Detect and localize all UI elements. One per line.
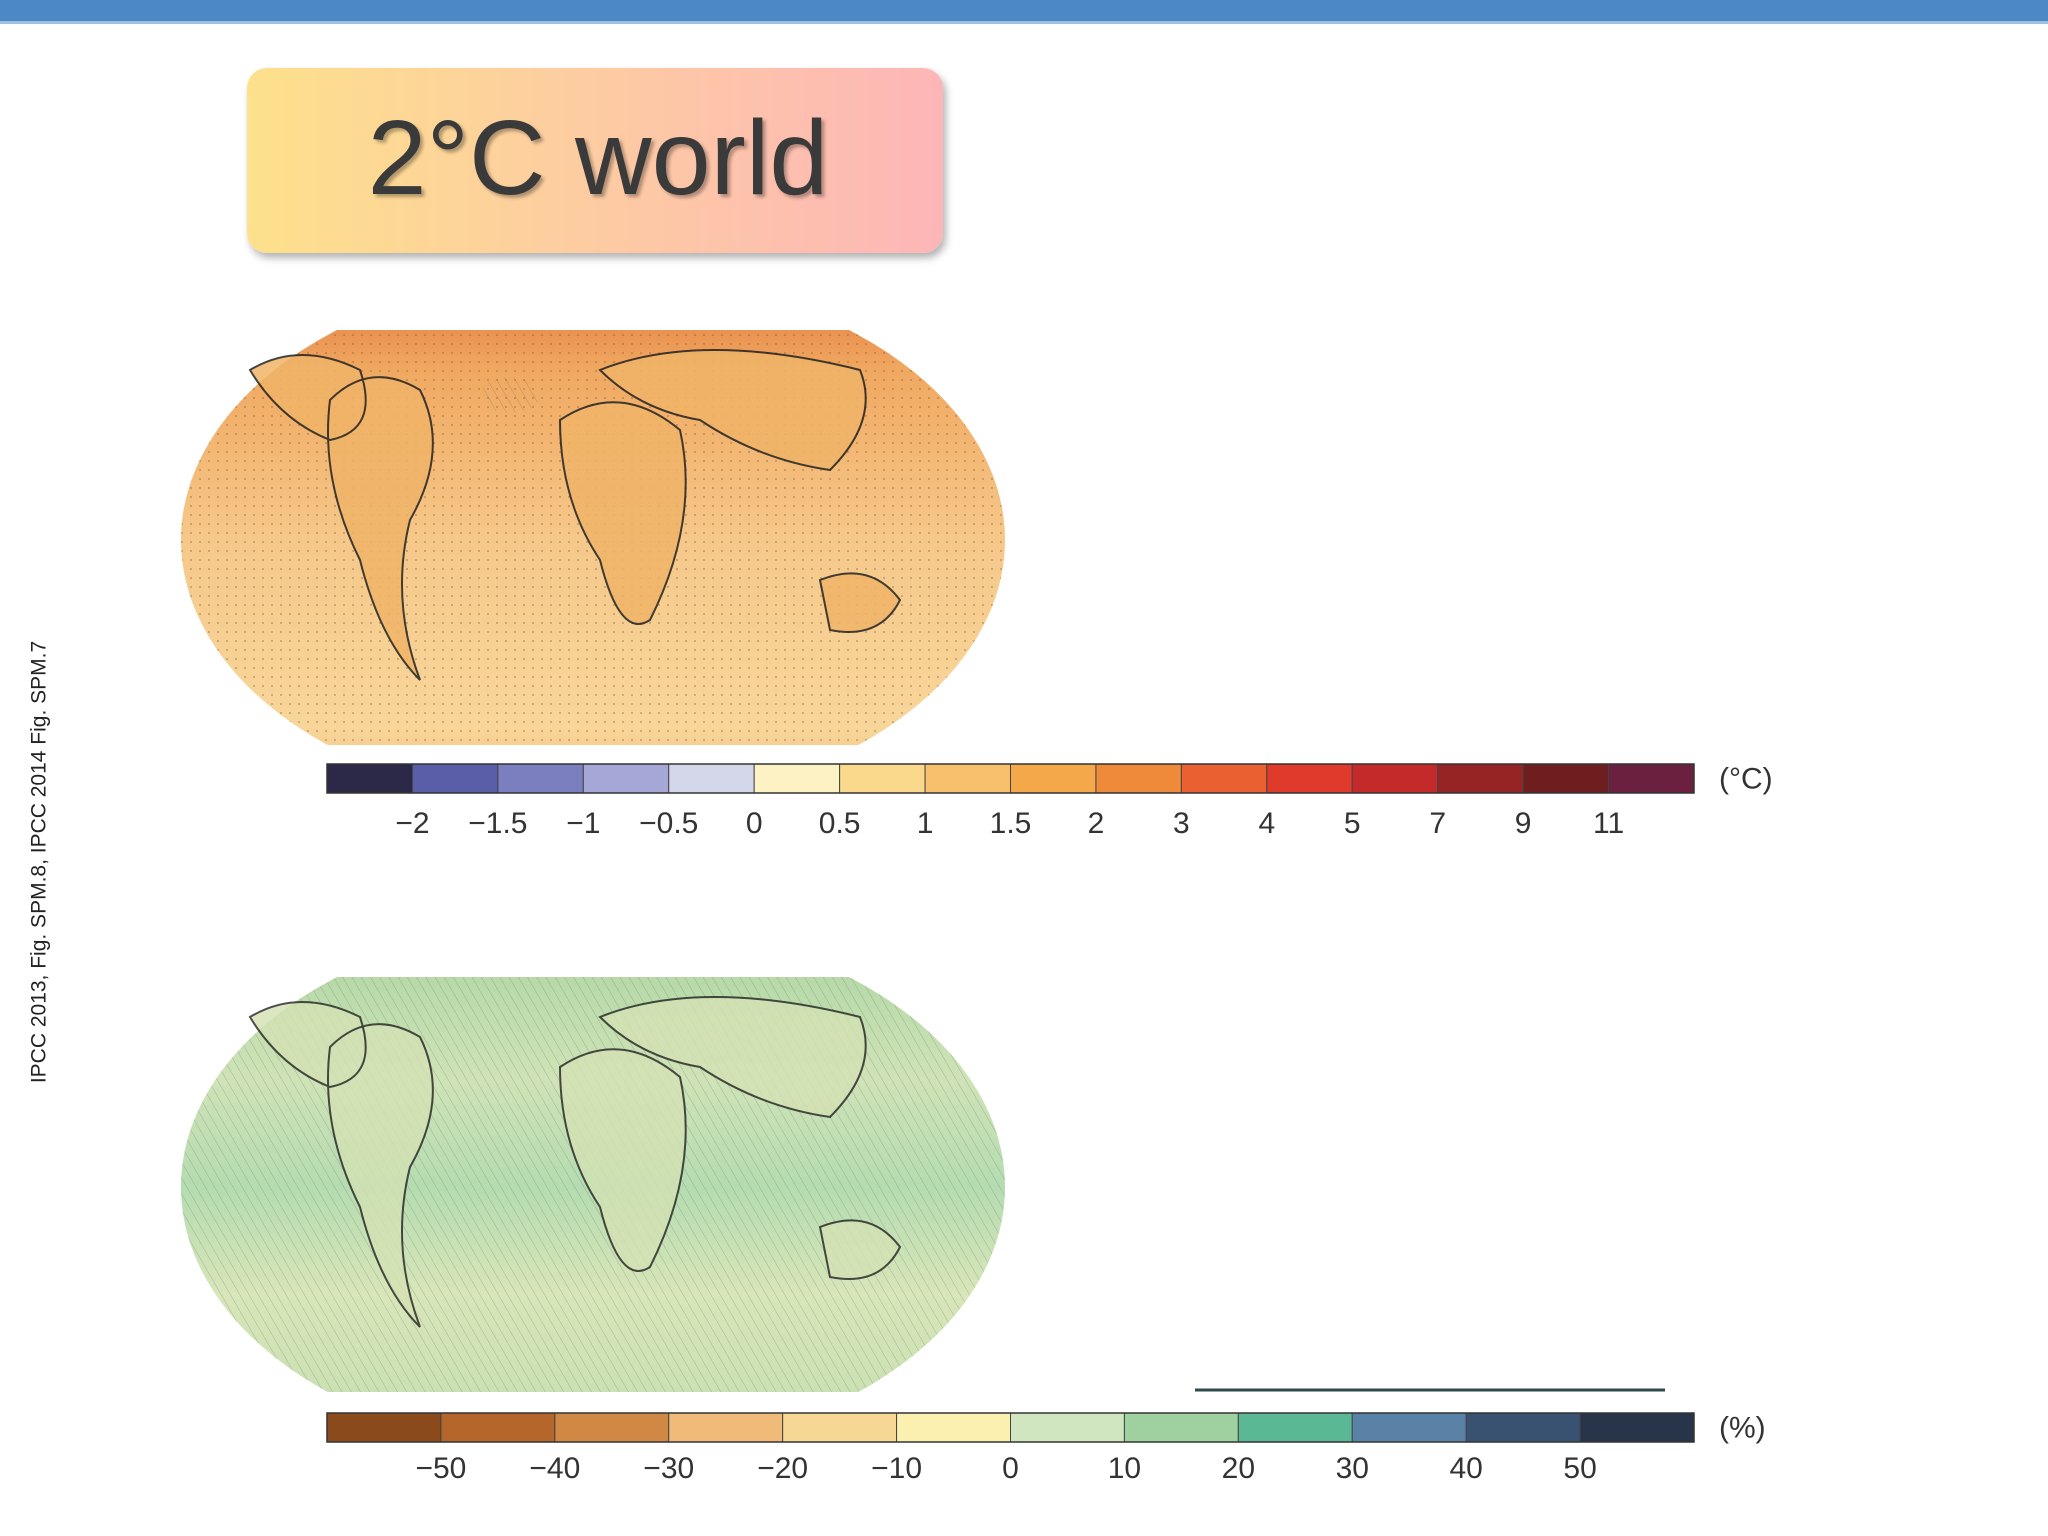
colorbar-segment	[1180, 763, 1268, 794]
colorbar-segment	[1010, 763, 1097, 794]
colorbar-tick-label: −1	[566, 807, 600, 840]
colorbar-tick-label: 30	[1336, 1452, 1369, 1485]
colorbar-tick-label: −20	[757, 1452, 808, 1485]
colorbar-frame	[326, 1412, 1695, 1443]
colorbar-segment	[497, 763, 584, 794]
colorbar-tick-label: 40	[1449, 1452, 1482, 1485]
colorbar-unit: (%)	[1719, 1411, 1766, 1444]
colorbar-tick-label: 20	[1222, 1452, 1255, 1485]
colorbar-tick-label: 2	[1088, 807, 1105, 840]
colorbar-segment	[1351, 763, 1439, 794]
colorbar-segment	[668, 1412, 784, 1443]
colorbar-tick-label: 1.5	[990, 807, 1032, 840]
colorbar-segment	[1579, 1412, 1695, 1443]
colorbar-segment	[1522, 763, 1610, 794]
colorbar-segment	[668, 763, 755, 794]
source-note: IPCC 2013, Fig. SPM.8, IPCC 2014 Fig. SP…	[28, 641, 51, 1083]
colorbar-tick-label: 0	[746, 807, 763, 840]
top-bar	[0, 0, 2048, 21]
colorbar-tick-label: −30	[643, 1452, 694, 1485]
colorbar-tick-label: −2	[395, 807, 429, 840]
colorbar-segment	[1237, 1412, 1353, 1443]
colorbar-tick-label: −10	[871, 1452, 922, 1485]
colorbar-tick-label: −40	[529, 1452, 580, 1485]
colorbar-segment	[554, 1412, 670, 1443]
temperature-map	[181, 330, 1005, 745]
colorbar-frame	[326, 763, 1695, 794]
colorbar-tick-label: 4	[1258, 807, 1275, 840]
colorbar-tick-label: 10	[1108, 1452, 1141, 1485]
colorbar-segment	[1266, 763, 1353, 794]
colorbar-segment	[582, 763, 670, 794]
colorbar-tick-label: 9	[1515, 807, 1532, 840]
colorbar-tick-label: 50	[1563, 1452, 1596, 1485]
colorbar-segment	[1465, 1412, 1581, 1443]
colorbar-unit: (°C)	[1719, 762, 1773, 795]
colorbar-segment	[326, 763, 413, 794]
colorbar-segment	[839, 763, 926, 794]
colorbar-segment	[753, 763, 841, 794]
colorbar-segment	[1095, 763, 1182, 794]
colorbar-segment	[1123, 1412, 1239, 1443]
title: 2°C world	[368, 99, 829, 217]
colorbar-segment	[1437, 763, 1524, 794]
colorbar-segment	[1010, 1412, 1125, 1443]
colorbar-tick-label: 11	[1593, 807, 1624, 840]
colorbar-tick-label: 1	[917, 807, 934, 840]
colorbar-tick-label: −0.5	[639, 807, 698, 840]
colorbar-segment	[326, 1412, 442, 1443]
top-bar-edge	[0, 21, 2048, 24]
temperature-colorbar: −2 −1.5 −1 −0.5 0 0.5 1 1.5 2 3 4 5 7 9 11 (°C)	[326, 762, 1773, 840]
colorbar-tick-label: 3	[1173, 807, 1190, 840]
colorbar-tick-label: 0.5	[819, 807, 861, 840]
colorbar-segment	[411, 763, 499, 794]
colorbar-segment	[782, 1412, 898, 1443]
colorbar-tick-label: 5	[1344, 807, 1361, 840]
colorbar-tick-label: 7	[1429, 807, 1446, 840]
title-box	[247, 68, 943, 253]
colorbar-segment	[924, 763, 1011, 794]
colorbar-tick-label: −1.5	[468, 807, 527, 840]
colorbar-segment	[1608, 763, 1695, 794]
colorbar-tick-label: 0	[1002, 1452, 1019, 1485]
colorbar-segment	[896, 1412, 1011, 1443]
precipitation-colorbar: −50 −40 −30 −20 −10 0 10 20 30 40 50 (%)	[326, 1411, 1766, 1485]
colorbar-segment	[1351, 1412, 1467, 1443]
colorbar-segment	[440, 1412, 556, 1443]
precipitation-map	[181, 977, 1005, 1392]
colorbar-tick-label: −50	[415, 1452, 466, 1485]
